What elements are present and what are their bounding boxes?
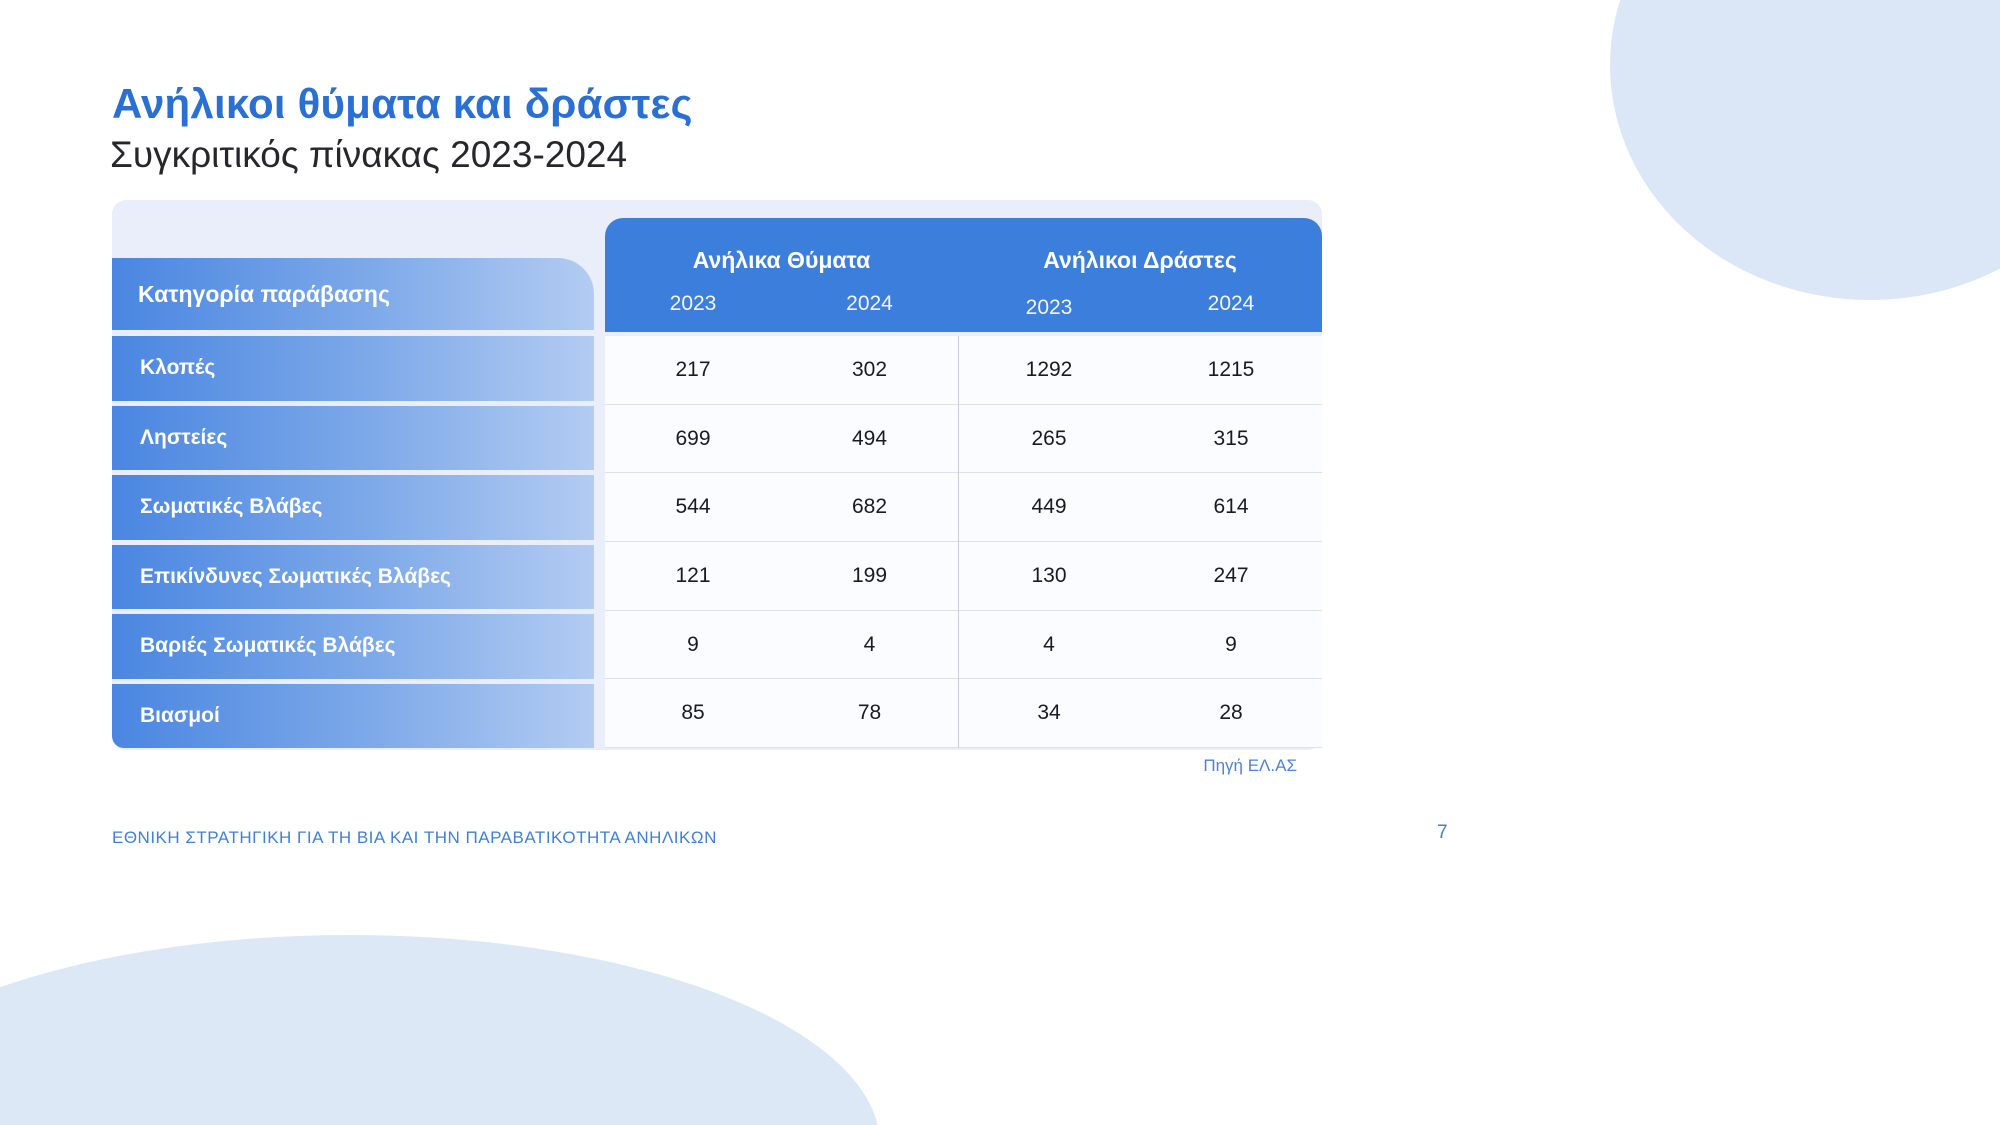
value-cell: 265 bbox=[1031, 426, 1067, 450]
column-group-victims-label: Ανήλικα Θύματα bbox=[692, 247, 871, 273]
year-header-victims-2024: 2024 bbox=[846, 292, 893, 315]
value-cell: 121 bbox=[675, 563, 711, 587]
year-header-offenders-2024: 2024 bbox=[1207, 292, 1255, 315]
table-data-area: 217 302 1292 1215 699 494 265 315 544 68… bbox=[605, 336, 1322, 749]
table-row: 699 494 265 315 bbox=[605, 405, 1322, 474]
table-row: 9 4 4 9 bbox=[605, 611, 1322, 680]
value-cell: 614 bbox=[1213, 495, 1249, 519]
value-cell: 4 bbox=[863, 632, 876, 656]
category-cell: Ληστείες bbox=[112, 405, 594, 470]
footer-text: ΕΘΝΙΚΗ ΣΤΡΑΤΗΓΙΚΗ ΓΙΑ ΤΗ ΒΙΑ ΚΑΙ ΤΗΝ ΠΑΡ… bbox=[112, 828, 717, 847]
decorative-blob-bottom-left bbox=[0, 935, 880, 1125]
year-header-victims-2023: 2023 bbox=[669, 292, 717, 315]
column-group-offenders-label: Ανήλικοι Δράστες bbox=[1043, 247, 1237, 273]
value-cell: 247 bbox=[1213, 563, 1249, 587]
value-cell: 449 bbox=[1031, 495, 1067, 519]
page-number: 7 bbox=[1437, 822, 1448, 843]
value-cell: 9 bbox=[687, 632, 699, 656]
category-column: Κλοπές Ληστείες Σωματικές Βλάβες Επικίνδ… bbox=[112, 336, 594, 748]
table-header-band: Ανήλικα Θύματα Ανήλικοι Δράστες 2023 202… bbox=[605, 218, 1322, 332]
decorative-blob-top-right bbox=[1610, 0, 2000, 300]
value-cell: 78 bbox=[857, 701, 882, 725]
value-cell: 9 bbox=[1225, 632, 1237, 656]
value-cell: 1215 bbox=[1207, 357, 1255, 381]
table-row: 85 78 34 28 bbox=[605, 679, 1322, 749]
year-header-offenders-2023: 2023 bbox=[1025, 296, 1073, 319]
value-cell: 682 bbox=[851, 495, 888, 519]
slide-subtitle: Συγκριτικός πίνακας 2023-2024 bbox=[110, 134, 628, 175]
category-cell: Επικίνδυνες Σωματικές Βλάβες bbox=[112, 544, 594, 609]
slide-title: Ανήλικοι θύματα και δράστες bbox=[112, 80, 693, 127]
table-row: 544 682 449 614 bbox=[605, 473, 1322, 543]
table-row: 121 199 130 247 bbox=[605, 542, 1322, 611]
value-cell: 217 bbox=[675, 357, 711, 381]
category-header-cell: Κατηγορία παράβασης bbox=[112, 258, 594, 330]
value-cell: 34 bbox=[1037, 701, 1061, 725]
value-cell: 494 bbox=[851, 426, 888, 450]
value-cell: 699 bbox=[675, 426, 711, 450]
category-cell: Κλοπές bbox=[112, 336, 594, 401]
value-cell: 85 bbox=[681, 701, 705, 725]
value-cell: 130 bbox=[1031, 563, 1067, 587]
value-cell: 4 bbox=[1043, 632, 1055, 656]
value-cell: 199 bbox=[851, 563, 888, 587]
table-row: 217 302 1292 1215 bbox=[605, 336, 1322, 405]
value-cell: 302 bbox=[851, 357, 888, 381]
category-cell: Σωματικές Βλάβες bbox=[112, 475, 594, 540]
value-cell: 1292 bbox=[1025, 357, 1073, 381]
source-note: Πηγή ΕΛ.ΑΣ bbox=[1203, 756, 1297, 775]
category-cell: Βιασμοί bbox=[112, 683, 594, 748]
comparison-table: Ανήλικα Θύματα Ανήλικοι Δράστες 2023 202… bbox=[112, 200, 1322, 750]
value-cell: 544 bbox=[675, 495, 711, 519]
value-cell: 28 bbox=[1219, 701, 1243, 725]
column-group-divider bbox=[958, 336, 959, 748]
value-cell: 315 bbox=[1213, 426, 1249, 450]
category-cell: Βαριές Σωματικές Βλάβες bbox=[112, 614, 594, 679]
